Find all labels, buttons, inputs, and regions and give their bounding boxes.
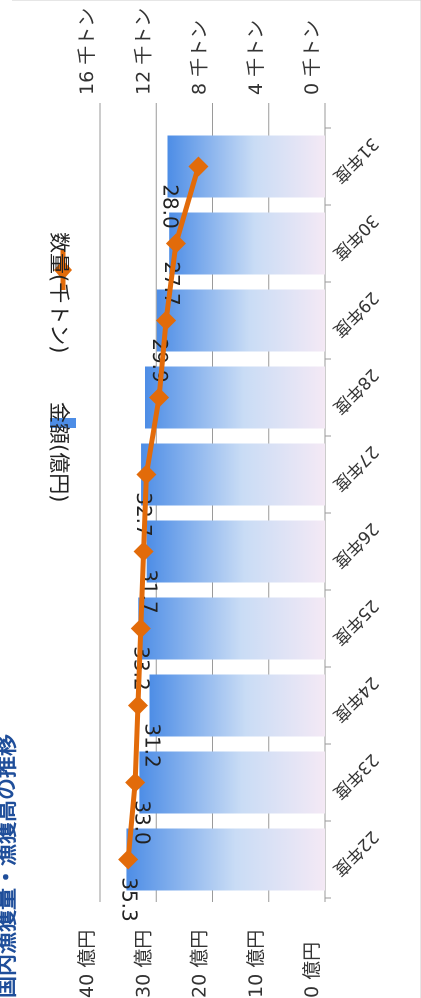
bar xyxy=(149,674,325,737)
category-label: 28年度 xyxy=(329,364,382,417)
legend-line-label: 数量(千トン) xyxy=(47,232,71,353)
line-marker xyxy=(130,618,151,639)
category-label: 27年度 xyxy=(329,441,382,494)
category-label: 25年度 xyxy=(329,595,382,648)
bar xyxy=(126,828,325,891)
line-marker xyxy=(136,464,157,485)
line-marker xyxy=(118,849,139,870)
bar xyxy=(169,212,325,275)
category-label: 31年度 xyxy=(329,133,382,186)
line-marker xyxy=(165,233,186,254)
series-line xyxy=(125,165,201,860)
line-marker xyxy=(156,310,177,331)
bar xyxy=(145,366,325,429)
y-right-tick-label: 8 千トン xyxy=(189,20,211,95)
category-label: 24年度 xyxy=(329,672,382,725)
bar xyxy=(156,289,325,352)
y-right-tick-label: 4 千トン xyxy=(245,20,267,95)
category-label: 23年度 xyxy=(329,749,382,802)
line-marker xyxy=(149,387,170,408)
y-right-tick-label: 0 千トン xyxy=(301,20,323,95)
line-marker xyxy=(127,695,148,716)
chart-title: 国内漁獲量・漁獲高の推移 xyxy=(0,734,20,998)
y-left-tick-label: 40 億円 xyxy=(76,930,98,998)
y-right-tick-label: 12 千トン xyxy=(132,8,154,95)
line-marker xyxy=(125,772,146,793)
bar-data-label: 31.2 xyxy=(141,723,165,768)
y-left-tick-label: 20 億円 xyxy=(189,930,211,998)
category-label: 26年度 xyxy=(329,518,382,571)
bar xyxy=(146,520,325,583)
category-label: 30年度 xyxy=(329,210,382,263)
bar xyxy=(138,597,325,660)
bar xyxy=(139,751,325,814)
y-left-tick-label: 0 億円 xyxy=(301,942,323,998)
y-right-tick-label: 16 千トン xyxy=(76,8,98,95)
line-marker xyxy=(188,156,209,177)
bar-data-label: 28.0 xyxy=(159,184,183,229)
category-label: 29年度 xyxy=(329,287,382,340)
category-label: 22年度 xyxy=(329,826,382,879)
legend-bar-label: 金額(億円) xyxy=(47,402,71,502)
line-marker xyxy=(133,541,154,562)
y-left-tick-label: 30 億円 xyxy=(132,930,154,998)
bar xyxy=(141,443,325,506)
legend-line-marker xyxy=(54,260,72,280)
bar-data-label: 35.3 xyxy=(117,877,141,922)
legend-bar-swatch xyxy=(50,418,76,428)
y-left-tick-label: 10 億円 xyxy=(245,930,267,998)
